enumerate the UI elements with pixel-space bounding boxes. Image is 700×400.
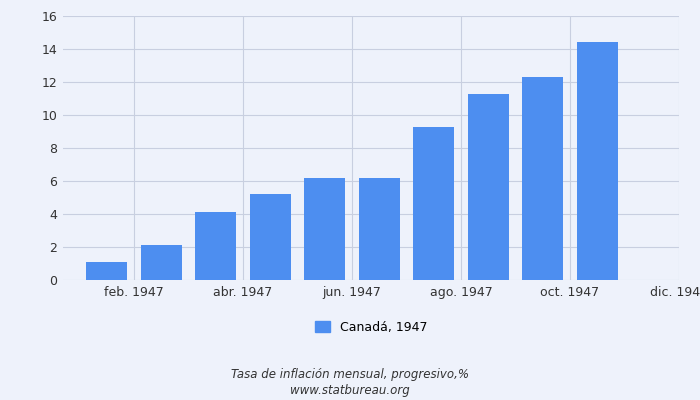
Bar	[413, 126, 454, 280]
Bar	[141, 245, 181, 280]
Bar	[250, 194, 290, 280]
Bar	[86, 262, 127, 280]
Bar	[195, 212, 236, 280]
Legend: Canadá, 1947: Canadá, 1947	[315, 320, 427, 334]
Bar	[522, 77, 564, 280]
Bar	[358, 178, 400, 280]
Text: Tasa de inflación mensual, progresivo,%: Tasa de inflación mensual, progresivo,%	[231, 368, 469, 381]
Bar	[304, 178, 345, 280]
Bar	[468, 94, 509, 280]
Bar	[577, 42, 617, 280]
Text: www.statbureau.org: www.statbureau.org	[290, 384, 410, 397]
